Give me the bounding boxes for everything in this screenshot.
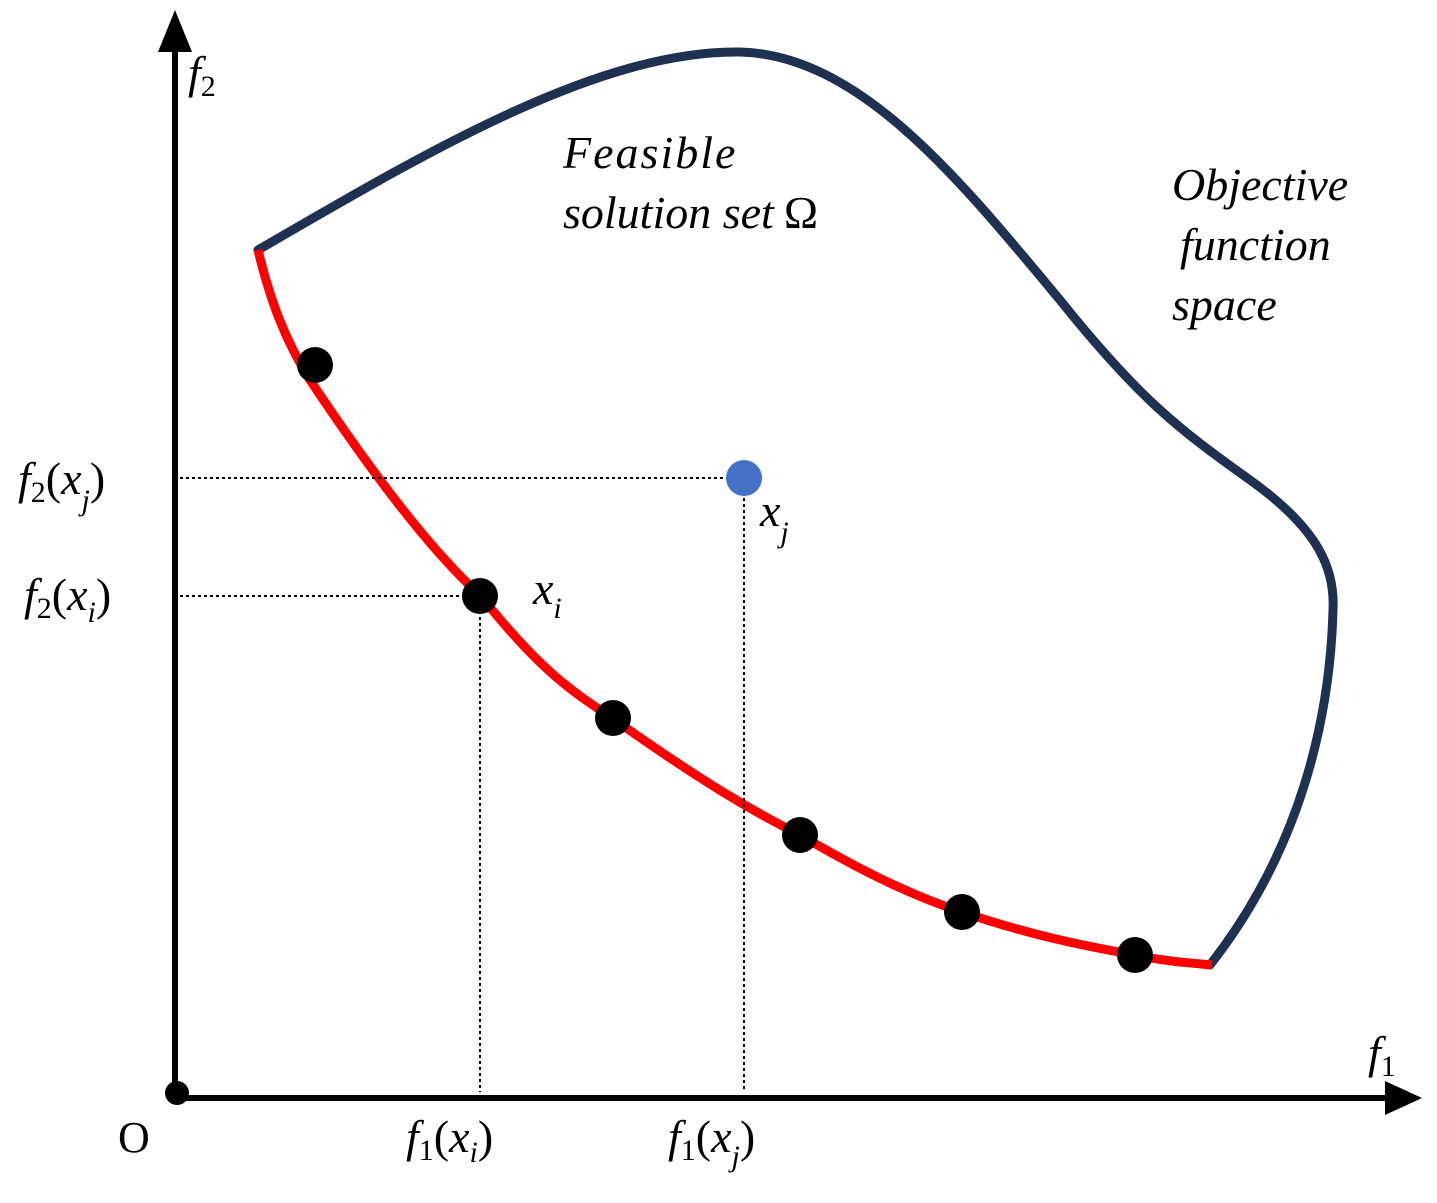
pareto-point (782, 817, 818, 853)
pareto-point (944, 894, 980, 930)
pareto-point (595, 700, 631, 736)
feasible-region-boundary (253, 47, 1338, 970)
feasible-set-label-line2: solution set Ω (563, 187, 818, 238)
y-axis-label: f2 (188, 47, 216, 103)
tick-label-f2-xi: f2(xi) (24, 569, 111, 629)
tick-label-f2-xj: f2(xj) (18, 453, 105, 517)
objective-space-label-line2: function (1180, 219, 1331, 270)
pareto-point (1117, 937, 1153, 973)
objective-space-label-line1: Objective (1172, 159, 1348, 210)
tick-label-f1-xi: f1(xi) (406, 1111, 493, 1169)
pareto-point-xi (462, 578, 498, 614)
x-axis-arrow-icon (1385, 1081, 1422, 1115)
pareto-front-curve (253, 248, 1213, 970)
pareto-point (297, 347, 333, 383)
dominated-point-xj (726, 460, 762, 496)
point-label-xi: xi (532, 563, 562, 625)
origin-label: O (118, 1113, 150, 1162)
tick-label-f1-xj: f1(xj) (668, 1111, 755, 1173)
origin-dot (165, 1081, 189, 1105)
y-axis-arrow-icon (158, 10, 192, 52)
point-label-xj: xj (759, 485, 789, 549)
objective-space-label-line3: space (1172, 279, 1277, 330)
x-axis-label: f1 (1368, 1027, 1396, 1083)
feasible-set-label-line1: Feasible (562, 127, 737, 178)
